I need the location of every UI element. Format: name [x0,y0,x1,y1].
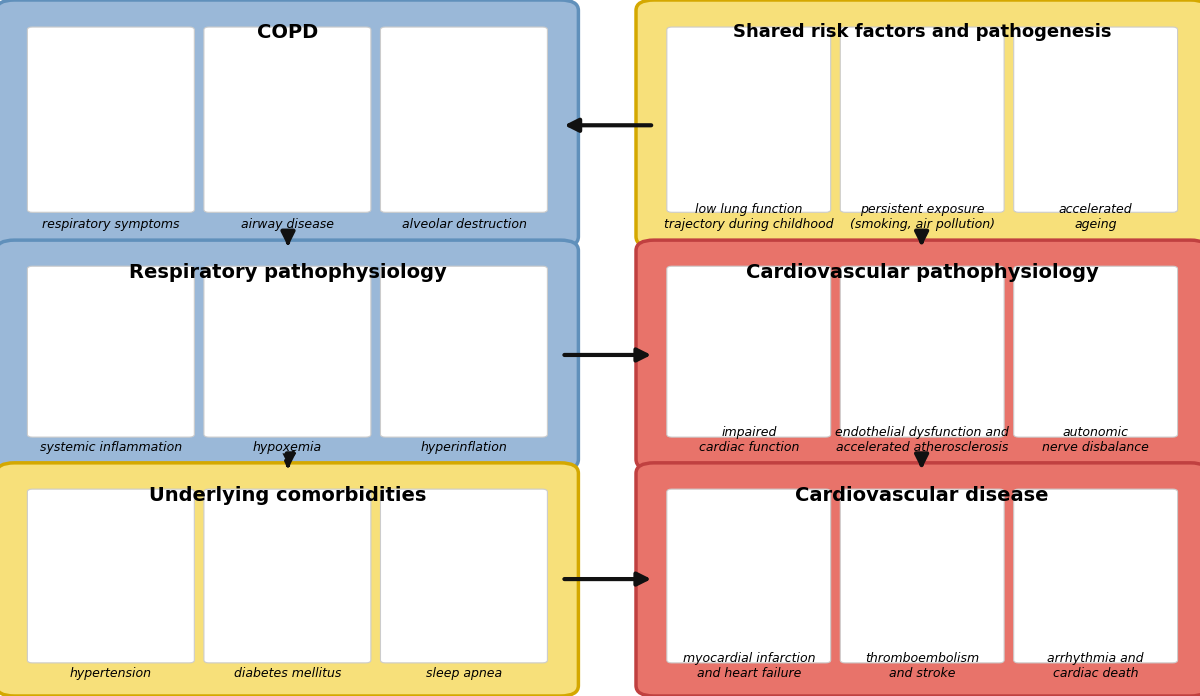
FancyBboxPatch shape [28,267,194,437]
FancyBboxPatch shape [1014,267,1177,437]
Text: Shared risk factors and pathogenesis: Shared risk factors and pathogenesis [733,23,1111,41]
Text: diabetes mellitus: diabetes mellitus [234,667,341,680]
FancyBboxPatch shape [380,267,547,437]
Text: Cardiovascular pathophysiology: Cardiovascular pathophysiology [746,263,1098,282]
Text: endothelial dysfunction and
accelerated atherosclerosis: endothelial dysfunction and accelerated … [835,426,1009,454]
Text: Respiratory pathophysiology: Respiratory pathophysiology [128,263,446,282]
FancyBboxPatch shape [667,267,830,437]
FancyBboxPatch shape [28,27,194,212]
Text: accelerated
ageing: accelerated ageing [1058,203,1133,231]
Text: COPD: COPD [257,23,318,42]
FancyBboxPatch shape [28,489,194,663]
FancyBboxPatch shape [0,240,578,470]
FancyBboxPatch shape [636,463,1200,696]
Text: impaired
cardiac function: impaired cardiac function [698,426,799,454]
Text: Underlying comorbidities: Underlying comorbidities [149,486,426,505]
Text: alveolar destruction: alveolar destruction [402,218,527,231]
Text: sleep apnea: sleep apnea [426,667,502,680]
FancyBboxPatch shape [840,267,1004,437]
FancyBboxPatch shape [1014,489,1177,663]
FancyBboxPatch shape [667,489,830,663]
FancyBboxPatch shape [1014,27,1177,212]
Text: arrhythmia and
cardiac death: arrhythmia and cardiac death [1048,652,1144,680]
Text: hypoxemia: hypoxemia [253,441,322,454]
Text: hyperinflation: hyperinflation [420,441,508,454]
FancyBboxPatch shape [204,27,371,212]
Text: autonomic
nerve disbalance: autonomic nerve disbalance [1042,426,1150,454]
Text: systemic inflammation: systemic inflammation [40,441,182,454]
Text: persistent exposure
(smoking, air pollution): persistent exposure (smoking, air pollut… [850,203,995,231]
FancyBboxPatch shape [0,0,578,247]
FancyBboxPatch shape [840,27,1004,212]
FancyBboxPatch shape [636,240,1200,470]
FancyBboxPatch shape [840,489,1004,663]
FancyBboxPatch shape [204,267,371,437]
Text: respiratory symptoms: respiratory symptoms [42,218,180,231]
Text: Cardiovascular disease: Cardiovascular disease [796,486,1049,505]
Text: low lung function
trajectory during childhood: low lung function trajectory during chil… [664,203,834,231]
FancyBboxPatch shape [636,0,1200,247]
Text: airway disease: airway disease [241,218,334,231]
FancyBboxPatch shape [667,27,830,212]
FancyBboxPatch shape [204,489,371,663]
FancyBboxPatch shape [380,489,547,663]
FancyBboxPatch shape [380,27,547,212]
FancyBboxPatch shape [0,463,578,696]
Text: thromboembolism
and stroke: thromboembolism and stroke [865,652,979,680]
Text: myocardial infarction
and heart failure: myocardial infarction and heart failure [683,652,815,680]
Text: hypertension: hypertension [70,667,152,680]
